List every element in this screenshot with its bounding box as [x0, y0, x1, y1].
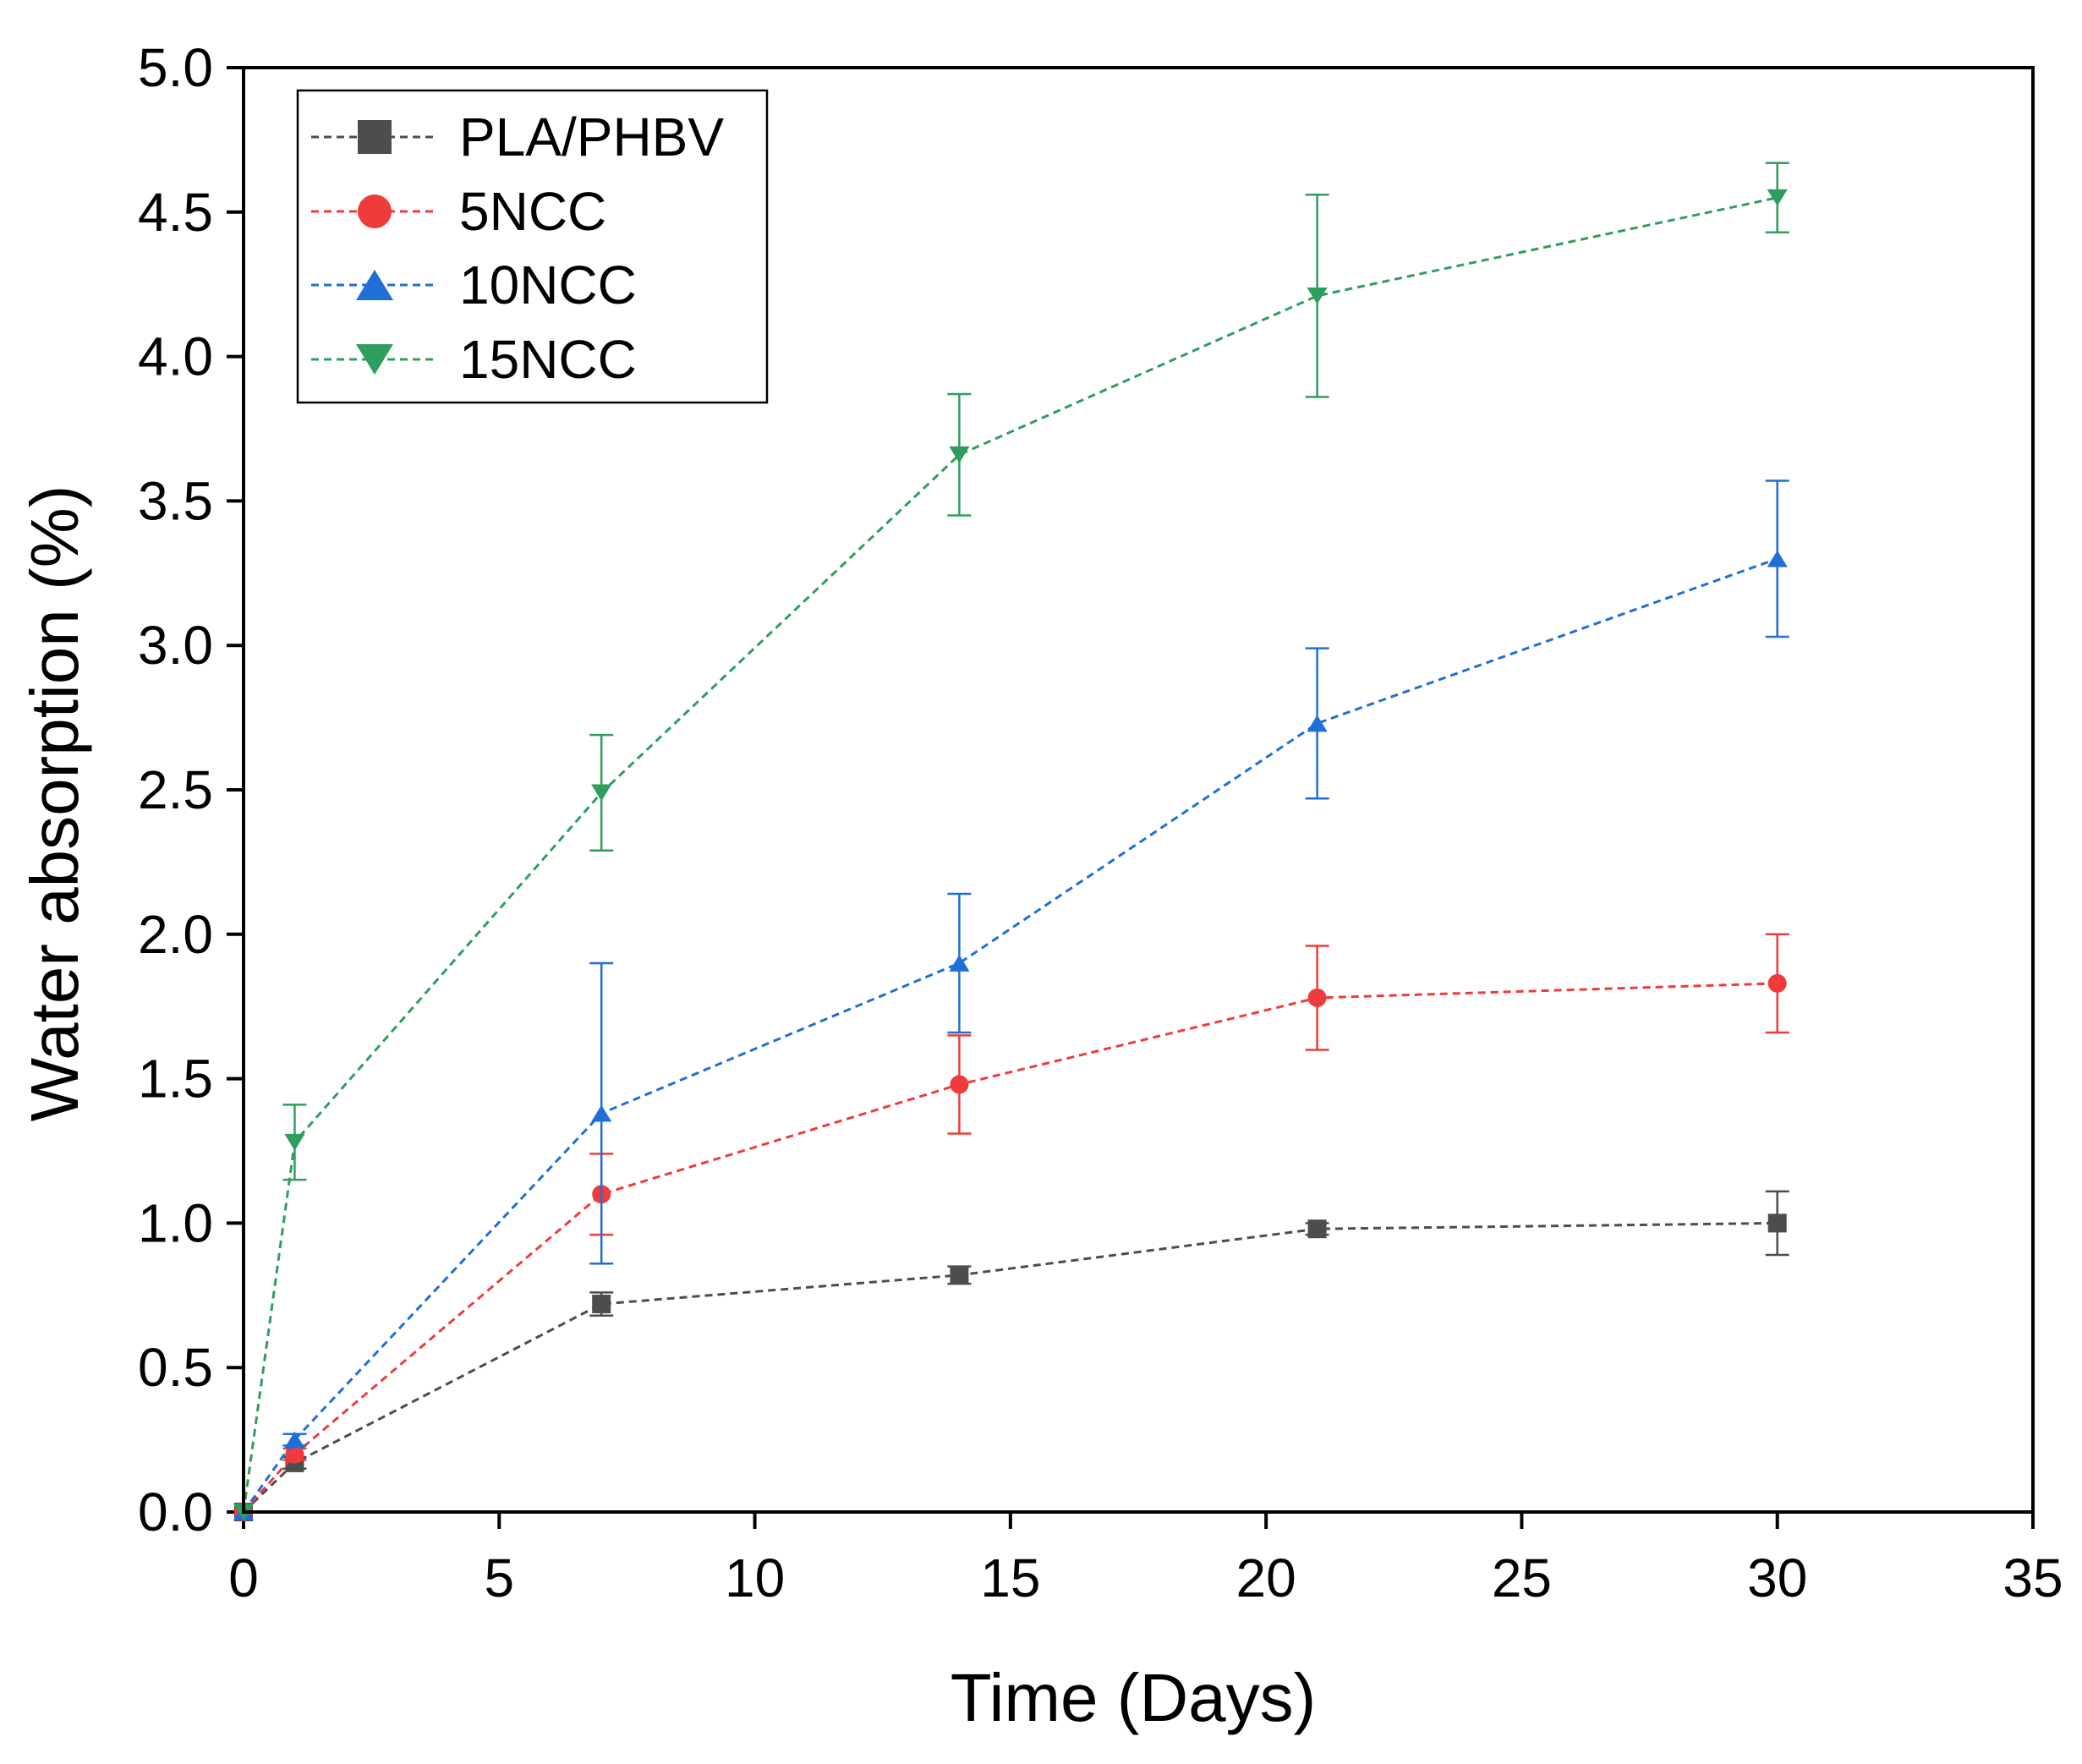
- x-tick-label: 20: [1236, 1548, 1296, 1608]
- data-point: [1767, 1213, 1787, 1233]
- data-point: [285, 1444, 304, 1464]
- x-tick-label: 35: [2003, 1548, 2063, 1608]
- data-point: [1767, 550, 1788, 567]
- series-10ncc: [233, 479, 1789, 1520]
- series-15ncc: [233, 162, 1789, 1520]
- x-tick-label: 25: [1492, 1548, 1552, 1608]
- tick-labels-layer: 0 5 10 15 20 25 30 35 0.0 0.5 1.0 1.5 2.0 2.5 3.0 3.5 4.…: [138, 37, 2063, 1608]
- data-point: [1767, 973, 1787, 993]
- legend-entry: 15NCC: [311, 329, 637, 390]
- legend-label: 10NCC: [459, 255, 637, 315]
- x-axis-title: Time (Days): [951, 1660, 1317, 1735]
- legend-entry: 5NCC: [311, 181, 606, 242]
- y-tick-label: 0.0: [138, 1482, 213, 1542]
- y-tick-label: 3.5: [138, 470, 213, 531]
- data-point: [591, 784, 612, 802]
- y-tick-label: 1.5: [138, 1049, 213, 1109]
- legend-marker: [358, 120, 392, 154]
- y-tick-label: 5.0: [138, 37, 213, 98]
- data-point: [592, 1295, 611, 1314]
- data-point: [284, 1431, 305, 1449]
- legend-label: 5NCC: [459, 181, 606, 242]
- data-point: [1767, 189, 1788, 206]
- series-line: [242, 557, 1778, 1513]
- x-tick-label: 10: [725, 1548, 785, 1608]
- plot-frame: [242, 66, 2035, 1514]
- data-point: [1307, 1219, 1327, 1239]
- legend-entry: PLA/PHBV: [311, 107, 724, 167]
- y-tick-label: 0.5: [138, 1337, 213, 1398]
- series-line: [242, 982, 1778, 1513]
- legend-label: PLA/PHBV: [459, 107, 724, 167]
- legend-entry: 10NCC: [311, 255, 637, 315]
- legend-marker: [356, 270, 393, 300]
- y-axis-title: Water absorption (%): [17, 485, 92, 1122]
- x-tick-label: 5: [484, 1548, 514, 1608]
- legend: PLA/PHBV 5NCC 10NCC 15NCC: [296, 89, 769, 404]
- data-point: [1307, 715, 1328, 732]
- data-point: [1307, 287, 1328, 304]
- series-layer: [233, 162, 1789, 1521]
- y-tick-label: 1.0: [138, 1192, 213, 1253]
- series-line: [242, 196, 1778, 1513]
- data-point: [1307, 988, 1327, 1007]
- data-point: [950, 1075, 969, 1094]
- legend-marker: [356, 344, 393, 375]
- data-point: [949, 446, 970, 463]
- legend-label: 15NCC: [459, 329, 637, 390]
- y-tick-label: 3.0: [138, 615, 213, 676]
- x-tick-label: 15: [980, 1548, 1040, 1608]
- x-tick-label: 30: [1747, 1548, 1807, 1608]
- y-tick-label: 2.0: [138, 904, 213, 965]
- data-point: [950, 1265, 969, 1285]
- legend-marker: [358, 194, 392, 228]
- y-tick-label: 4.0: [138, 326, 213, 387]
- data-point: [284, 1133, 305, 1151]
- axis-ticks-layer: [227, 66, 2035, 1529]
- x-tick-label: 0: [228, 1548, 259, 1608]
- data-point: [591, 1104, 612, 1122]
- y-tick-label: 4.5: [138, 182, 213, 243]
- y-tick-label: 2.5: [138, 759, 213, 820]
- data-point: [949, 955, 970, 972]
